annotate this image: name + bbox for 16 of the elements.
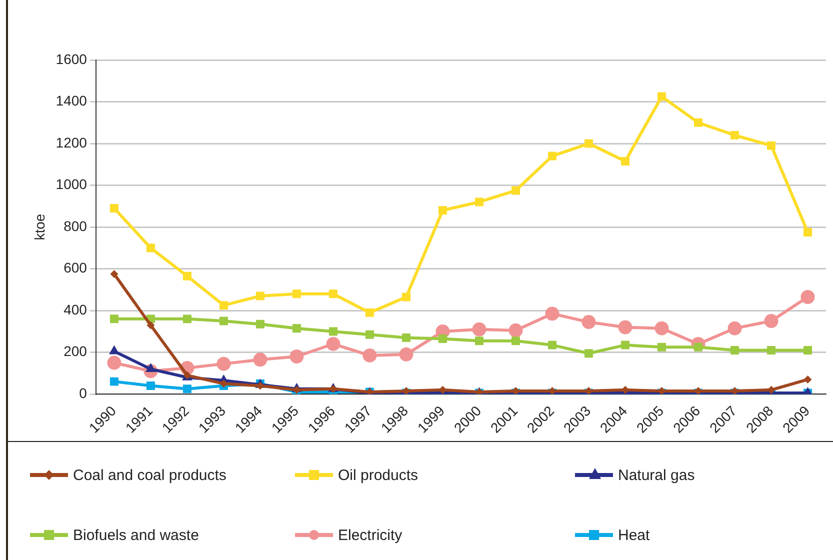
- legend-label: Electricity: [338, 526, 402, 544]
- y-tick-label: 1200: [56, 134, 88, 150]
- legend-label: Oil products: [338, 466, 418, 484]
- y-tick-label: 200: [64, 343, 88, 360]
- y-tick-label: 1400: [56, 92, 88, 109]
- y-tick-label: 1000: [56, 176, 88, 192]
- y-tick-label: 600: [64, 260, 88, 276]
- legend-label: Biofuels and waste: [73, 526, 199, 544]
- y-tick-label: 400: [64, 301, 88, 318]
- legend-label: Natural gas: [618, 466, 695, 484]
- y-tick-label: 800: [64, 218, 88, 234]
- y-tick-label: 1600: [56, 50, 88, 67]
- legend-label: Coal and coal products: [73, 466, 226, 484]
- legend-label: Heat: [618, 526, 650, 544]
- y-tick-label: 0: [79, 384, 88, 401]
- y-axis-title: ktoe: [31, 214, 48, 240]
